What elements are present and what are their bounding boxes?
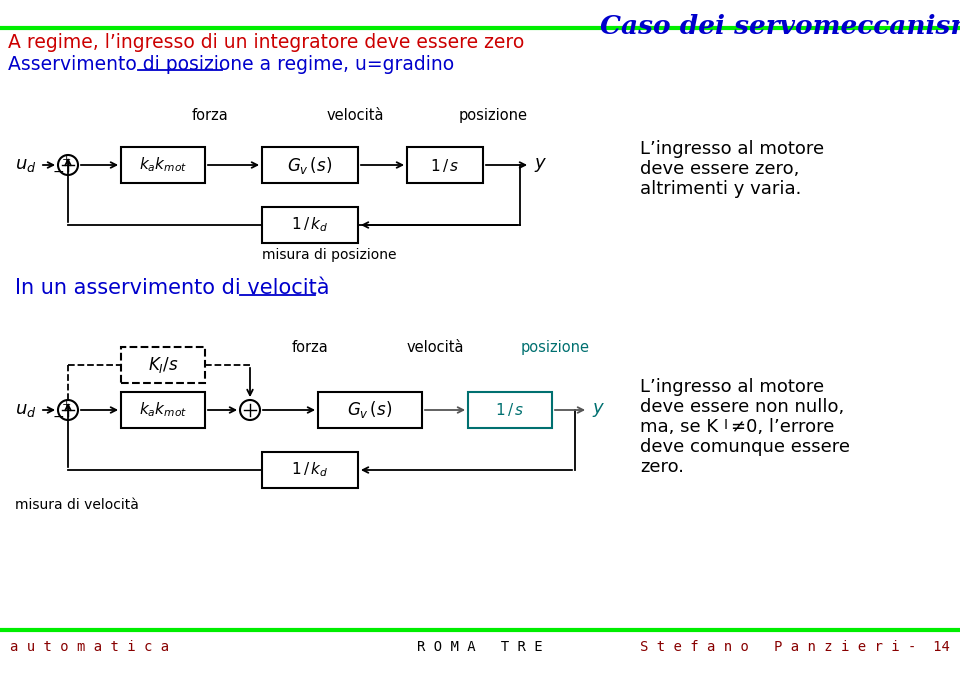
Text: $1\,/\,k_d$: $1\,/\,k_d$ [291,460,328,479]
Text: ma, se K: ma, se K [640,418,718,436]
Text: S t e f a n o   P a n z i e r i -  14: S t e f a n o P a n z i e r i - 14 [640,640,950,654]
Bar [468,392,552,428]
Text: posizione: posizione [459,108,527,123]
Text: In un asservimento di velocità: In un asservimento di velocità [15,278,329,298]
Text: $u_d$: $u_d$ [15,156,36,174]
Text: Caso dei servomeccanismi (2): Caso dei servomeccanismi (2) [600,14,960,39]
Text: $1\,/\,s$: $1\,/\,s$ [495,402,525,419]
Text: L’ingresso al motore: L’ingresso al motore [640,378,824,396]
Bar [121,392,205,428]
Bar [318,392,422,428]
Text: $y$: $y$ [592,401,606,419]
Text: deve essere non nullo,: deve essere non nullo, [640,398,844,416]
Bar [121,347,205,383]
Bar [121,147,205,183]
Text: A regime, l’ingresso di un integratore deve essere zero: A regime, l’ingresso di un integratore d… [8,33,524,52]
Text: I: I [724,418,728,432]
Text: $1\,/\,k_d$: $1\,/\,k_d$ [291,216,328,235]
Text: $k_a k_{mot}$: $k_a k_{mot}$ [139,400,187,419]
Text: Asservimento di posizione a regime, u=gradino: Asservimento di posizione a regime, u=gr… [8,55,454,74]
Text: $1\,/\,s$: $1\,/\,s$ [430,156,460,173]
Bar [262,207,358,243]
Text: $k_a k_{mot}$: $k_a k_{mot}$ [139,155,187,175]
Bar [407,147,483,183]
Text: +: + [61,155,71,165]
Text: $G_v\,(s)$: $G_v\,(s)$ [348,400,393,421]
Text: $u_d$: $u_d$ [15,401,36,419]
Text: ≠0, l’errore: ≠0, l’errore [731,418,834,436]
Bar [262,147,358,183]
Text: velocità: velocità [406,340,464,355]
Text: velocità: velocità [326,108,384,123]
Text: −: − [52,410,63,424]
Text: R O M A   T R E: R O M A T R E [418,640,542,654]
Text: $K_I/s$: $K_I/s$ [148,355,179,375]
Text: misura di velocità: misura di velocità [15,498,139,512]
Text: a u t o m a t i c a: a u t o m a t i c a [10,640,169,654]
Text: altrimenti y varia.: altrimenti y varia. [640,180,802,198]
Text: $G_v\,(s)$: $G_v\,(s)$ [287,155,332,175]
Text: misura di posizione: misura di posizione [262,248,396,262]
Text: forza: forza [292,340,328,355]
Text: +: + [61,400,71,410]
Bar [262,452,358,488]
Text: deve comunque essere: deve comunque essere [640,438,850,456]
Text: deve essere zero,: deve essere zero, [640,160,800,178]
Text: −: − [52,165,63,179]
Text: $y$: $y$ [534,156,547,174]
Text: posizione: posizione [520,340,589,355]
Text: forza: forza [192,108,228,123]
Text: zero.: zero. [640,458,684,476]
Text: L’ingresso al motore: L’ingresso al motore [640,140,824,158]
